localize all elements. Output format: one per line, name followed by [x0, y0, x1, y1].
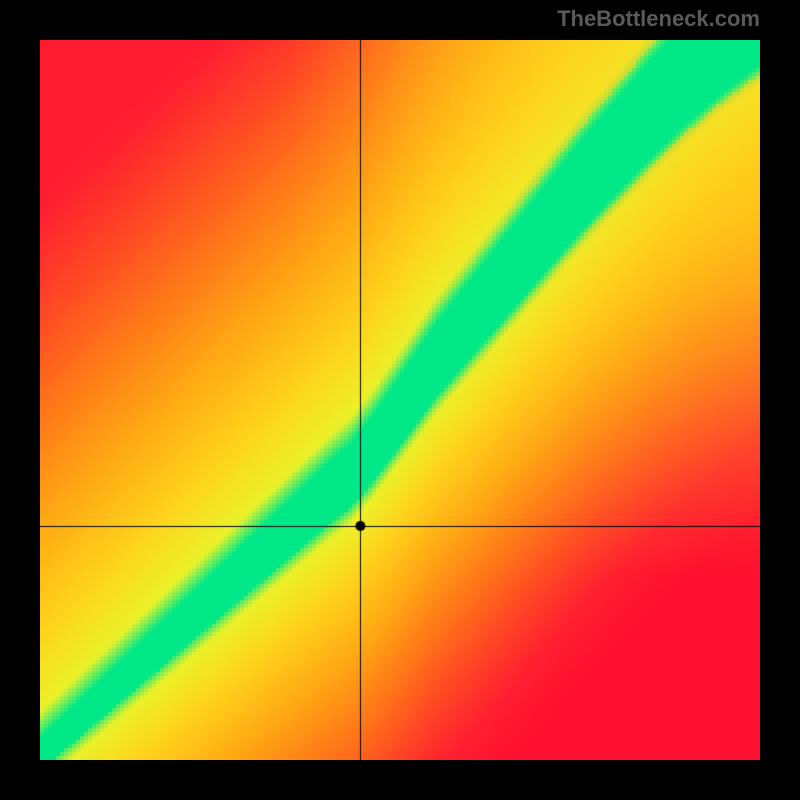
chart-container: TheBottleneck.com — [0, 0, 800, 800]
crosshair-overlay — [40, 40, 760, 760]
watermark-text: TheBottleneck.com — [557, 6, 760, 32]
